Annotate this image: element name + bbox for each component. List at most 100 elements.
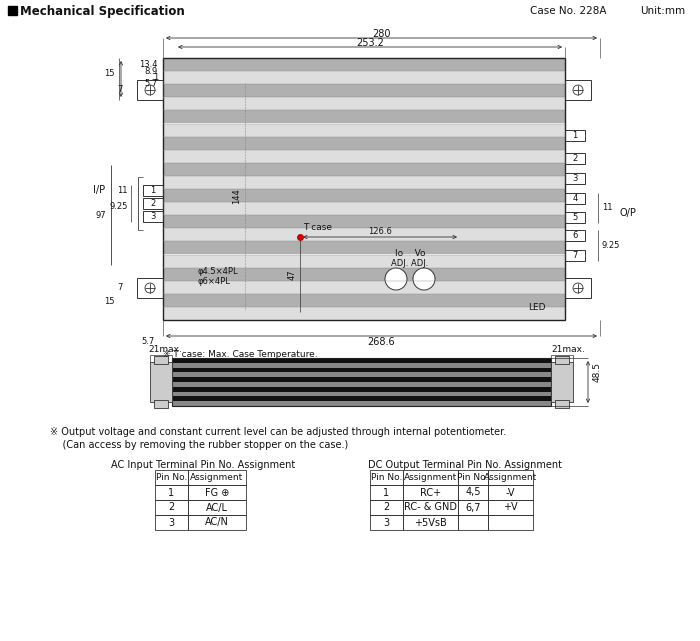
Text: 2: 2 <box>150 199 155 208</box>
Text: 8.9: 8.9 <box>145 67 158 76</box>
Text: φ6×4PL: φ6×4PL <box>198 278 231 287</box>
Bar <box>163 267 565 281</box>
Text: 47: 47 <box>288 269 297 280</box>
Bar <box>154 356 168 364</box>
Text: Pin No.: Pin No. <box>457 473 489 482</box>
Text: 9.25: 9.25 <box>110 202 128 211</box>
Bar <box>172 363 551 367</box>
Bar <box>163 294 565 307</box>
Text: 3: 3 <box>169 517 174 528</box>
Text: +V: +V <box>503 503 518 513</box>
Text: 13.4: 13.4 <box>139 60 158 69</box>
Text: 11: 11 <box>602 203 612 213</box>
Bar <box>143 211 163 222</box>
Text: 2: 2 <box>169 503 174 513</box>
Bar <box>155 515 188 530</box>
Text: FG ⊕: FG ⊕ <box>205 488 229 497</box>
Bar <box>163 97 565 110</box>
Text: LED: LED <box>528 303 546 313</box>
Text: RC- & GND: RC- & GND <box>404 503 457 513</box>
Text: AC Input Terminal Pin No. Assignment: AC Input Terminal Pin No. Assignment <box>111 460 295 470</box>
Text: 1: 1 <box>169 488 174 497</box>
Text: 7: 7 <box>118 85 123 94</box>
Bar <box>163 215 565 228</box>
Bar <box>565 173 585 184</box>
Text: Assignment: Assignment <box>404 473 457 482</box>
Text: 9.25: 9.25 <box>602 241 620 250</box>
Text: -V: -V <box>505 488 515 497</box>
Bar <box>143 198 163 209</box>
Bar <box>555 356 569 364</box>
Text: 11: 11 <box>118 186 128 195</box>
Bar <box>370 470 403 485</box>
Bar <box>458 470 488 485</box>
Text: 97: 97 <box>95 210 106 219</box>
Text: 1: 1 <box>153 73 158 82</box>
Bar <box>172 358 551 406</box>
Bar <box>565 153 585 164</box>
Bar <box>403 485 458 500</box>
Bar <box>488 500 533 515</box>
Bar <box>163 58 565 320</box>
Bar <box>458 485 488 500</box>
Text: (Can access by removing the rubber stopper on the case.): (Can access by removing the rubber stopp… <box>50 440 349 450</box>
Bar <box>163 202 565 215</box>
Text: RC+: RC+ <box>420 488 441 497</box>
Bar <box>163 242 565 254</box>
Bar <box>163 110 565 124</box>
Bar <box>565 193 585 204</box>
Text: 21max.: 21max. <box>551 345 585 354</box>
Text: 4: 4 <box>573 194 577 203</box>
Text: 5: 5 <box>573 213 577 222</box>
Bar <box>163 189 565 202</box>
Text: Unit:mm: Unit:mm <box>640 6 685 16</box>
Bar <box>163 124 565 137</box>
Bar <box>403 515 458 530</box>
Bar <box>551 362 573 402</box>
Bar <box>488 515 533 530</box>
Bar <box>565 80 591 100</box>
Bar <box>8 6 17 15</box>
Text: ※ T case: Max. Case Temperature.: ※ T case: Max. Case Temperature. <box>163 350 318 359</box>
Bar <box>163 254 565 267</box>
Text: Io    Vo: Io Vo <box>395 249 426 258</box>
Text: 144: 144 <box>232 188 241 204</box>
Bar <box>163 176 565 189</box>
Bar <box>155 500 188 515</box>
Bar <box>137 278 163 298</box>
Text: Assignment: Assignment <box>484 473 537 482</box>
Text: 3: 3 <box>384 517 390 528</box>
Text: 4,5: 4,5 <box>466 488 481 497</box>
Text: Case No. 228A: Case No. 228A <box>530 6 606 16</box>
Text: ※ Output voltage and constant current level can be adjusted through internal pot: ※ Output voltage and constant current le… <box>50 427 506 437</box>
Text: DC Output Terminal Pin No. Assignment: DC Output Terminal Pin No. Assignment <box>368 460 562 470</box>
Circle shape <box>385 268 407 290</box>
Text: 21max.: 21max. <box>148 345 182 354</box>
Bar <box>403 470 458 485</box>
Text: 2: 2 <box>384 503 390 513</box>
Bar <box>188 515 246 530</box>
Text: 7: 7 <box>573 251 577 260</box>
Text: 253.2: 253.2 <box>356 38 384 48</box>
Bar <box>172 358 551 363</box>
Bar <box>172 392 551 396</box>
Text: φ4.5×4PL: φ4.5×4PL <box>198 267 239 276</box>
Text: +5VsB: +5VsB <box>414 517 447 528</box>
Bar <box>370 500 403 515</box>
Bar <box>565 212 585 223</box>
Bar <box>172 372 551 377</box>
Bar <box>163 228 565 242</box>
Bar <box>565 230 585 241</box>
Text: 1: 1 <box>384 488 390 497</box>
Bar <box>154 400 168 408</box>
Bar <box>163 84 565 97</box>
Bar <box>458 515 488 530</box>
Text: 7: 7 <box>118 283 123 292</box>
Text: Assignment: Assignment <box>190 473 244 482</box>
Bar <box>488 485 533 500</box>
Bar <box>565 278 591 298</box>
Bar <box>163 150 565 163</box>
Text: 5.7: 5.7 <box>141 338 155 347</box>
Text: O/P: O/P <box>620 208 637 218</box>
Bar <box>163 71 565 84</box>
